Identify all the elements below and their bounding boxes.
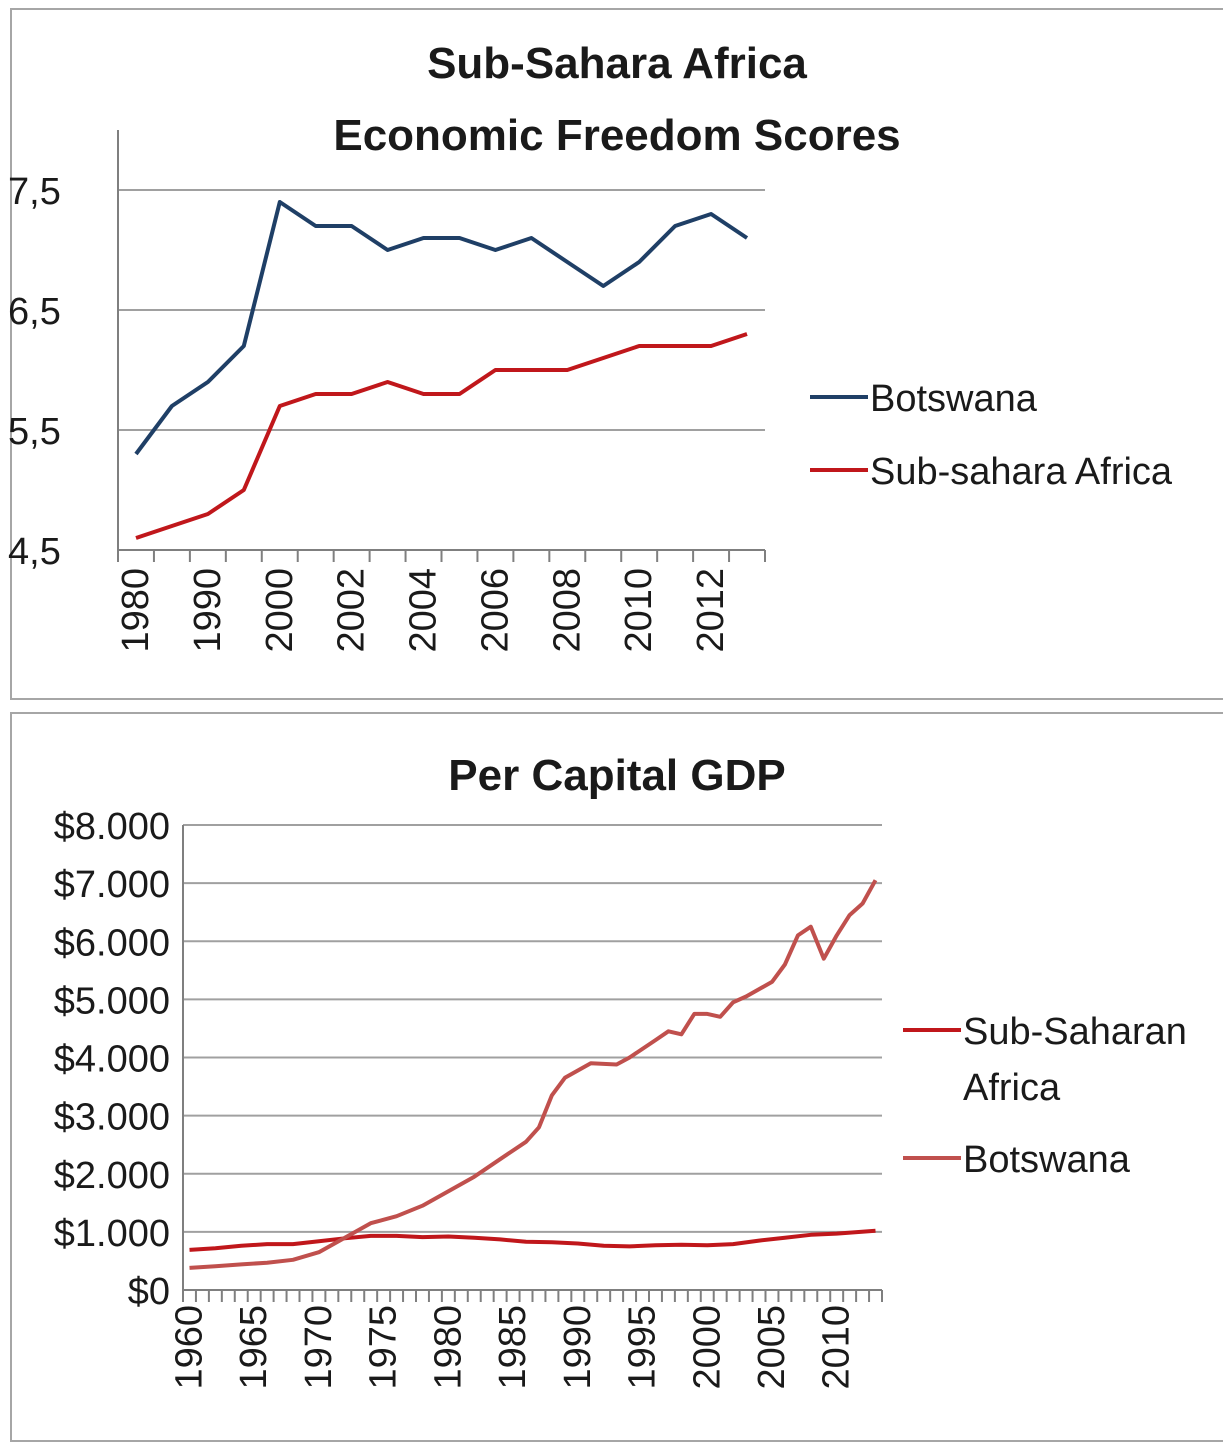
chart1-gridlines — [118, 189, 765, 431]
chart1-x-tick-label: 2008 — [546, 568, 588, 653]
chart2-x-tick-label: 1960 — [168, 1305, 210, 1390]
chart2-y-tick-label: $1.000 — [54, 1213, 170, 1255]
legend-label-sub-sahara-africa: Sub-sahara Africa — [870, 451, 1173, 493]
chart2-y-tick-label: $5.000 — [54, 980, 170, 1022]
chart1-x-tick-label: 2006 — [474, 568, 516, 653]
chart1-y-tick-label: 5,5 — [8, 411, 61, 453]
chart1-x-tick-label: 2010 — [618, 568, 660, 653]
chart2-y-tick-labels: $0 $1.000 $2.000 $3.000 $4.000 $5.000 $6.000 $7… — [54, 806, 170, 1313]
chart1-y-tick-label: 7,5 — [8, 171, 61, 213]
chart2-x-tick-label: 2005 — [751, 1305, 793, 1390]
chart2-x-tick-label: 1965 — [233, 1305, 275, 1390]
chart1-x-tick-label: 2002 — [331, 568, 373, 653]
chart1-x-tick-label: 2012 — [690, 568, 732, 653]
chart1-x-tick-labels: 1980 1990 2000 2002 2004 2006 2008 2010 2012 — [115, 568, 732, 653]
chart2-x-tick-label: 2010 — [816, 1305, 858, 1390]
chart1-series — [134, 200, 749, 540]
chart2-x-tick-label: 1975 — [363, 1305, 405, 1390]
chart1-x-tick-label: 2000 — [259, 568, 301, 653]
legend-label-botswana: Botswana — [870, 378, 1038, 420]
chart1-title-line1: Sub-Sahara Africa — [427, 39, 807, 88]
chart1-x-tick-label: 2004 — [403, 568, 445, 653]
chart2-legend: Sub-Saharan Africa Botswana — [903, 1011, 1187, 1181]
chart2-y-tick-label: $3.000 — [54, 1097, 170, 1139]
chart2-x-tick-label: 1970 — [298, 1305, 340, 1390]
chart1-series-line — [134, 200, 749, 456]
chart2-gridlines — [183, 824, 882, 1233]
chart2-y-tick-label: $2.000 — [54, 1155, 170, 1197]
chart1-x-tick-label: 1990 — [187, 568, 229, 653]
chart1-y-tick-label: 4,5 — [8, 531, 61, 573]
chart1-title-line2: Economic Freedom Scores — [333, 111, 900, 160]
chart2-y-tick-label: $6.000 — [54, 922, 170, 964]
chart2-x-tick-label: 1990 — [557, 1305, 599, 1390]
chart2-series-line — [189, 1228, 876, 1252]
gdp-chart-panel — [10, 712, 1223, 1442]
chart2-y-tick-label: $7.000 — [54, 864, 170, 906]
chart1-legend: Botswana Sub-sahara Africa — [810, 378, 1173, 493]
chart1-y-tick-labels: 4,5 5,5 6,5 7,5 — [8, 171, 61, 573]
chart1-axes — [117, 130, 766, 562]
chart2-series-line — [189, 879, 878, 1270]
chart2-x-tick-label: 1995 — [622, 1305, 664, 1390]
chart2-x-tick-labels: 1960 1965 1970 1975 1980 1985 1990 1995 2000 2005… — [168, 1305, 857, 1390]
chart2-x-tick-label: 1980 — [427, 1305, 469, 1390]
chart2-axes — [182, 825, 883, 1302]
chart1-x-tick-label: 1980 — [115, 568, 157, 653]
chart2-x-tick-label: 2000 — [686, 1305, 728, 1390]
chart1-series-line — [135, 332, 748, 540]
legend-label-sub-saharan-africa-line1: Sub-Saharan — [963, 1011, 1187, 1053]
chart2-y-tick-label: $0 — [128, 1271, 170, 1313]
chart2-y-tick-label: $8.000 — [54, 806, 170, 848]
chart2-title: Per Capital GDP — [448, 751, 785, 800]
chart2-series — [189, 879, 878, 1270]
legend-label-sub-saharan-africa-line2: Africa — [963, 1067, 1061, 1109]
chart2-y-tick-label: $4.000 — [54, 1039, 170, 1081]
chart2-x-tick-label: 1985 — [492, 1305, 534, 1390]
chart1-y-tick-label: 6,5 — [8, 291, 61, 333]
legend-label-botswana-gdp: Botswana — [963, 1139, 1131, 1181]
